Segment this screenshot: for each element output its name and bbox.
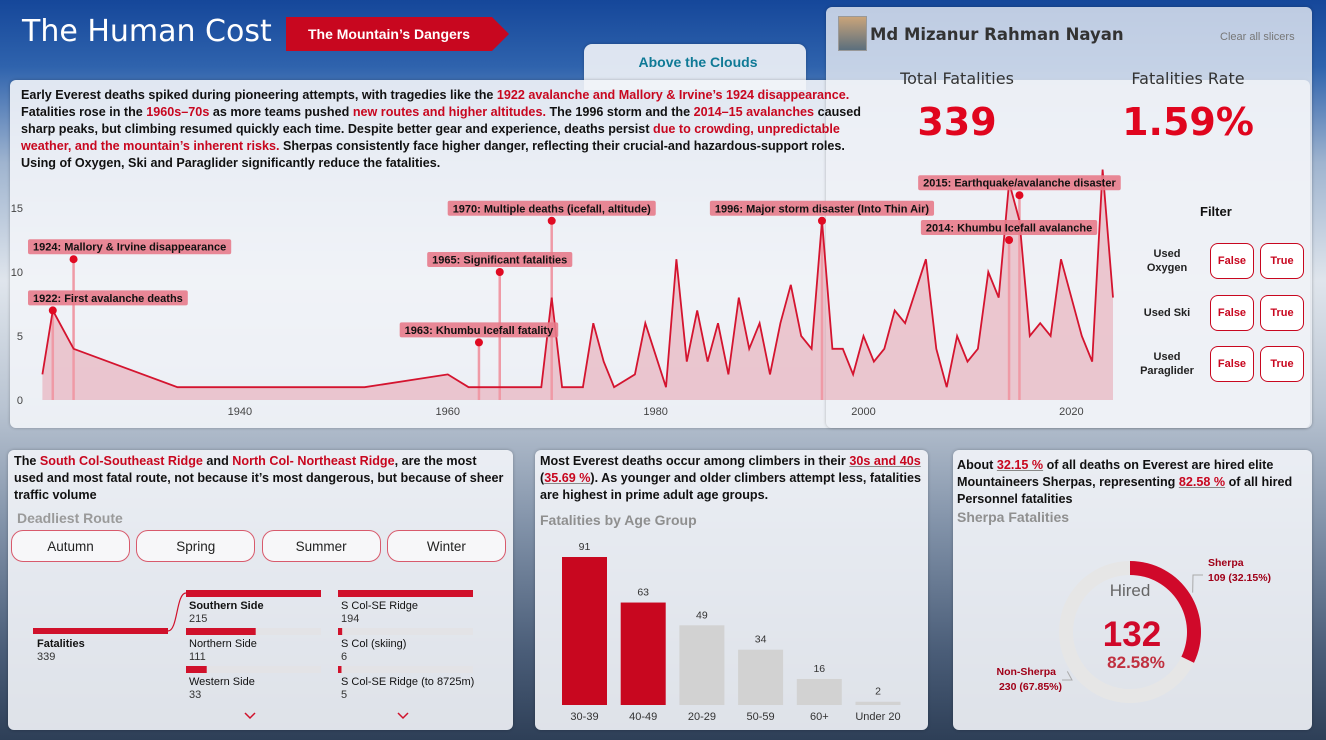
text-segment: 1922 avalanche and Mallory & Irvine’s 19…	[496, 88, 850, 102]
filter-button[interactable]: False	[1210, 294, 1254, 331]
tree-node: Southern Side 215	[189, 600, 264, 626]
tree-label: S Col-SE Ridge (to 8725m)	[341, 676, 475, 688]
text-segment: new routes and higher altitudes.	[352, 105, 546, 119]
tree-node: Fatalities 339	[37, 638, 85, 664]
filter-label: Used Paraglider	[1140, 351, 1194, 377]
text-segment: ). As younger and older climbers attempt…	[540, 471, 921, 502]
filter-button[interactable]: True	[1260, 294, 1304, 331]
age-chart-title: Fatalities by Age Group	[540, 512, 697, 528]
text-segment: Most Everest deaths occur among climbers…	[540, 454, 850, 468]
tree-value: 194	[341, 613, 360, 625]
tree-value: 33	[189, 689, 202, 701]
banner: The Mountain’s Dangers	[307, 26, 471, 42]
text-segment: of all deaths on Everest are hired elite…	[957, 458, 1274, 489]
filter-button[interactable]: False	[1210, 346, 1254, 382]
sherpa-chart-title: Sherpa Fatalities	[957, 509, 1070, 525]
tree-node: Northern Side 111	[189, 638, 257, 664]
text-segment: , are the most used and most fatal route…	[14, 454, 504, 502]
text-segment: About	[957, 458, 997, 472]
filter-button[interactable]: False	[1210, 243, 1254, 279]
text-segment: The	[14, 454, 40, 468]
text-segment: The 1996 storm and the	[545, 105, 694, 119]
tree-value: 5	[341, 689, 348, 701]
filter-label: Used Ski	[1143, 306, 1191, 319]
text-segment: 2014–15 avalanches	[693, 105, 815, 119]
route-text: The South Col-Southeast Ridge and North …	[14, 453, 504, 504]
text-segment: North Col- Northeast Ridge	[232, 454, 395, 468]
sherpa-text: About 32.15 % of all deaths on Everest a…	[957, 457, 1307, 508]
season-button[interactable]: Summer	[261, 530, 381, 562]
tree-label: Western Side	[189, 676, 255, 688]
text-segment: Early Everest deaths spiked during pione…	[21, 88, 497, 102]
intro-text: Early Everest deaths spiked during pione…	[21, 87, 871, 172]
route-title: Deadliest Route	[17, 510, 123, 526]
text-segment: Fatalities rose in the	[21, 105, 147, 119]
age-text: Most Everest deaths occur among climbers…	[540, 453, 925, 504]
text-segment: 82.58 %	[1178, 475, 1226, 489]
avatar	[838, 16, 867, 51]
tree-label: S Col-SE Ridge	[341, 600, 419, 612]
kpi-label: Total Fatalities	[900, 69, 1014, 88]
page-title: The Human Cost	[22, 14, 272, 49]
text-segment: Sherpas consistently face higher danger,…	[21, 139, 845, 170]
banner-shape	[286, 17, 509, 51]
tree-value: 111	[189, 651, 206, 663]
text-segment: 30s and 40s	[849, 454, 921, 468]
tree-node: S Col (skiing) 6	[341, 638, 406, 664]
season-button[interactable]: Autumn	[11, 530, 130, 562]
text-segment: due to crowding, unpredictable weather, …	[21, 122, 840, 153]
kpi-label: Fatalities Rate	[1131, 69, 1245, 88]
text-segment: of all hired Personnel fatalities	[957, 475, 1293, 506]
text-segment: 35.69 %	[544, 471, 591, 485]
filter-title: Filter	[1200, 204, 1232, 219]
kpi-value: 1.59%	[1122, 100, 1254, 144]
tree-value: 215	[189, 613, 208, 625]
text-segment: (	[540, 471, 545, 485]
filter-label: Used Oxygen	[1146, 248, 1188, 274]
tab-label[interactable]: Above the Clouds	[638, 54, 758, 70]
text-segment: caused sharp peaks, but climbing resumed…	[21, 105, 861, 136]
tree-node: S Col-SE Ridge 194	[341, 600, 418, 626]
filter-button[interactable]: True	[1260, 346, 1304, 382]
tree-label: S Col (skiing)	[341, 638, 407, 650]
clear-slicers[interactable]: Clear all slicers	[1220, 31, 1295, 43]
text-segment: 1960s–70s	[146, 105, 210, 119]
season-button[interactable]: Winter	[386, 530, 506, 562]
kpi-value: 339	[917, 100, 997, 144]
text-segment: and	[202, 454, 233, 468]
tree-label: Northern Side	[189, 638, 257, 650]
tree-value: 6	[341, 651, 348, 663]
tree-node: S Col-SE Ridge (to 8725m) 5	[341, 676, 474, 702]
text-segment: South Col-Southeast Ridge	[39, 454, 203, 468]
user-name: Md Mizanur Rahman Nayan	[870, 25, 1124, 44]
tree-label: Fatalities	[37, 638, 85, 650]
text-segment: as more teams pushed	[209, 105, 353, 119]
text-segment: 32.15 %	[996, 458, 1044, 472]
season-button[interactable]: Spring	[136, 530, 256, 562]
tree-node: Western Side 33	[189, 676, 255, 702]
tree-value: 339	[37, 651, 56, 663]
filter-button[interactable]: True	[1260, 243, 1304, 279]
tree-label: Southern Side	[189, 600, 264, 612]
